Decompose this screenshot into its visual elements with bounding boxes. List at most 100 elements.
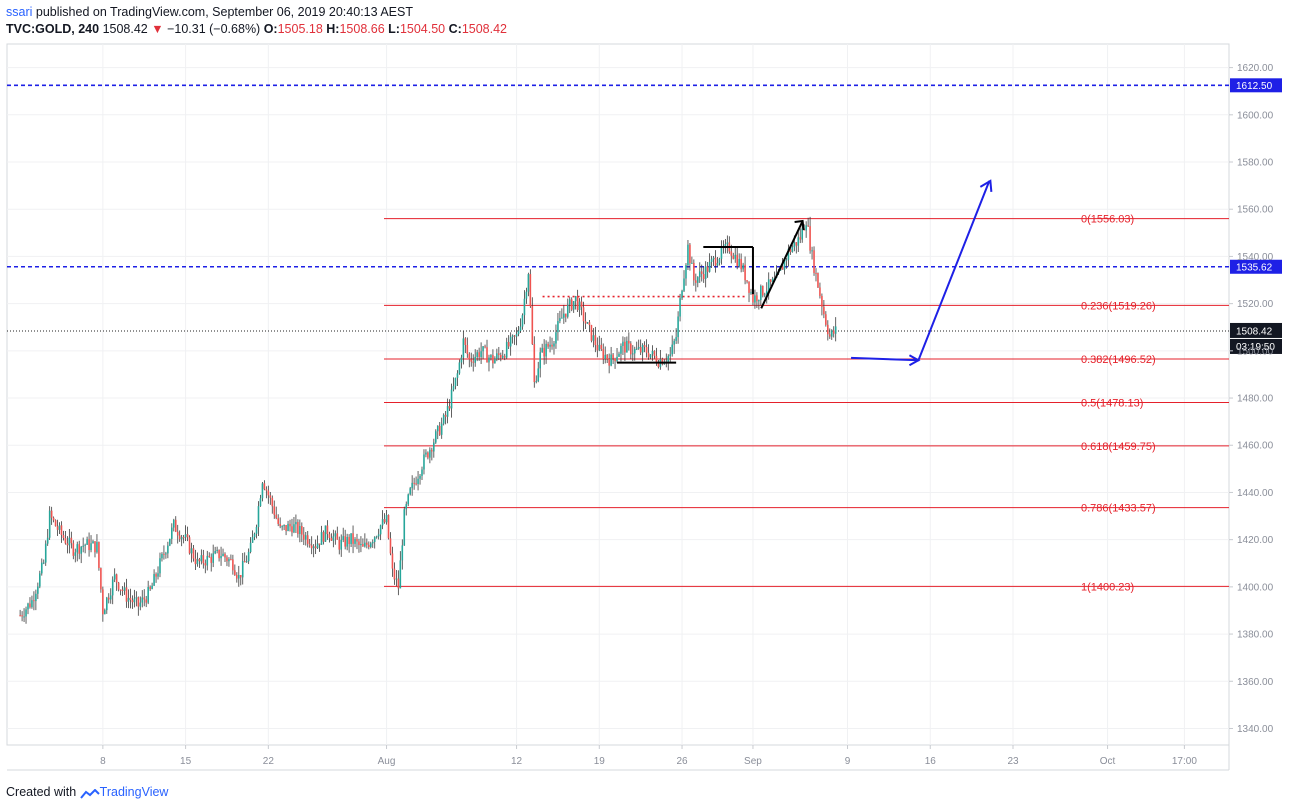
candle-body	[78, 544, 81, 554]
candle-body	[429, 449, 431, 458]
candle-body	[628, 340, 630, 344]
candle-body	[407, 494, 410, 505]
x-tick-label: 17:00	[1172, 756, 1197, 767]
candle-body	[440, 423, 443, 435]
candle-body	[452, 386, 455, 390]
countdown-label: 03:19:50	[1236, 342, 1275, 353]
candle-body	[377, 534, 380, 537]
candle-body	[563, 313, 565, 318]
candle-body	[691, 262, 693, 264]
candle-body	[50, 510, 53, 518]
candle-body	[825, 314, 827, 325]
created-with-text: Created with	[6, 785, 77, 799]
candle-body	[314, 546, 317, 549]
candle-body	[596, 345, 599, 351]
tradingview-brand[interactable]: TradingView	[99, 785, 169, 799]
candle-body	[444, 414, 447, 417]
candle-body	[612, 354, 614, 359]
candle-body	[92, 541, 94, 544]
candle-body	[742, 264, 744, 270]
candle-body	[385, 514, 388, 523]
candle-body	[738, 258, 740, 267]
candle-body	[771, 278, 774, 282]
candle-body	[228, 559, 230, 562]
candle-body	[283, 525, 285, 527]
y-tick-label: 1420.00	[1237, 535, 1274, 546]
candle-body	[261, 483, 264, 499]
projection-arrow-head	[979, 179, 993, 192]
fib-level-label: 0.786(1433.57)	[1081, 503, 1156, 515]
y-tick-label: 1600.00	[1237, 110, 1274, 121]
candle-body	[557, 321, 559, 333]
candle-body	[151, 585, 153, 590]
candle-body	[137, 597, 140, 607]
candle-body	[828, 334, 831, 337]
candle-body	[23, 616, 25, 618]
candle-body	[734, 254, 737, 259]
candle-body	[736, 254, 738, 267]
price-axis[interactable]: 1340.00 1360.00 1380.00 1400.00 1420.00 1440.…	[1229, 63, 1274, 735]
candle-body	[732, 255, 735, 259]
candle-body	[243, 560, 246, 563]
candle-body	[226, 557, 228, 562]
candle-body	[693, 262, 695, 281]
candle-body	[255, 527, 258, 534]
drawings[interactable]	[542, 179, 993, 367]
candle-body	[781, 266, 784, 270]
candle-body	[206, 555, 209, 566]
candle-body	[651, 350, 654, 355]
candle-body	[417, 478, 419, 485]
symbol-label[interactable]: TVC:GOLD, 240	[6, 22, 100, 36]
y-tick-label: 1580.00	[1237, 158, 1274, 169]
author-link[interactable]: ssari	[6, 5, 33, 19]
candle-body	[578, 301, 581, 311]
candle-body	[683, 278, 685, 291]
publish-text: published on TradingView.com, September …	[35, 5, 413, 19]
candle-body	[381, 519, 384, 526]
candle-body	[111, 579, 114, 596]
high-label: H:	[326, 22, 340, 36]
candle-body	[271, 497, 274, 507]
down-triangle-icon: ▼	[151, 22, 164, 36]
candle-body	[96, 542, 98, 553]
x-tick-label: 9	[845, 756, 851, 767]
candle-body	[505, 341, 508, 358]
candle-body	[58, 525, 61, 530]
time-axis[interactable]: 8 15 22 Aug 12 19 26 Sep 9 16 23 Oct 17:00	[100, 745, 1197, 767]
candle-body	[507, 341, 510, 347]
horizontal-levels[interactable]: 1612.50 1535.62 1508.42 03:19:50	[7, 78, 1282, 354]
candle-body	[291, 526, 293, 533]
candle-body	[304, 535, 307, 540]
candle-body	[267, 490, 270, 496]
candle-body	[807, 225, 809, 227]
candle-body	[590, 324, 593, 341]
candle-body	[346, 537, 348, 547]
candle-body	[541, 347, 543, 353]
candle-body	[159, 558, 161, 574]
candle-body	[320, 532, 323, 545]
y-tick-label: 1460.00	[1237, 441, 1274, 452]
candle-body	[373, 537, 376, 543]
candle-body	[82, 545, 84, 547]
candle-body	[403, 509, 406, 546]
candle-body	[188, 537, 191, 554]
candle-body	[383, 519, 386, 523]
fibonacci-retracement[interactable]: 0(1556.03) 0.236(1519.26) 0.382(1496.52) 0.…	[384, 214, 1229, 594]
candle-body	[379, 525, 382, 535]
candle-body	[484, 346, 486, 348]
candle-body	[340, 539, 343, 550]
candle-body	[366, 542, 368, 545]
candle-body	[675, 337, 677, 341]
candle-body	[598, 344, 601, 351]
fib-level-label: 0.618(1459.75)	[1081, 441, 1156, 453]
candle-body	[342, 536, 344, 540]
momentum-arrow	[760, 220, 804, 309]
candle-body	[308, 543, 311, 546]
candle-body	[821, 295, 823, 307]
candle-body	[704, 266, 707, 280]
level-price-tag	[1230, 78, 1282, 93]
candle-body	[687, 244, 689, 266]
candle-body	[789, 248, 792, 253]
candle-body	[673, 340, 675, 345]
